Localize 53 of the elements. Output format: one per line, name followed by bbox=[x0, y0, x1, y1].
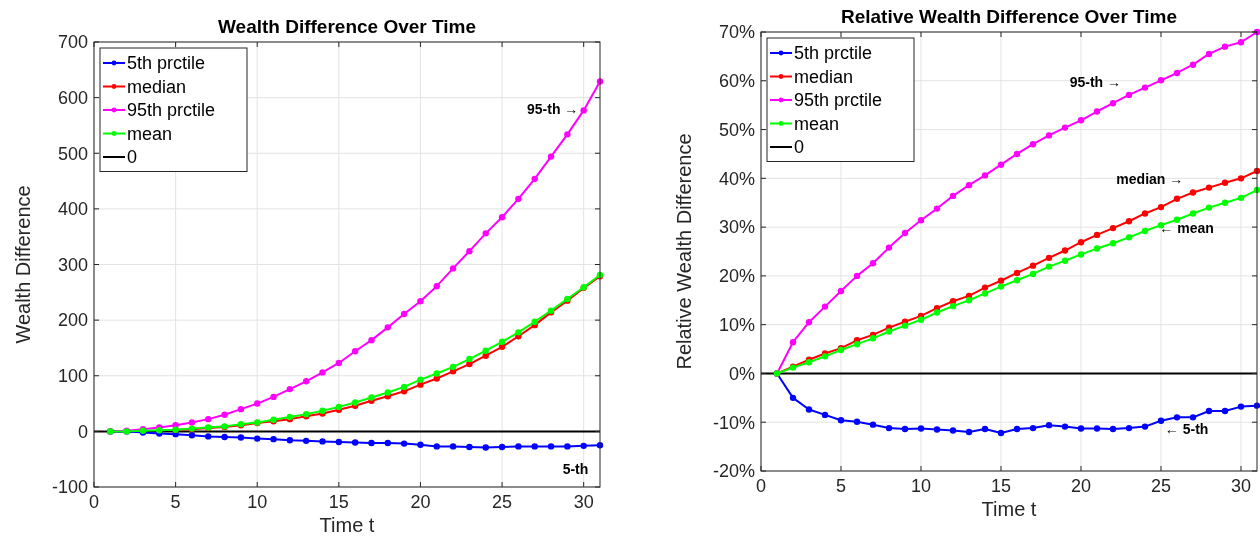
y-tick-label: -100 bbox=[51, 477, 88, 498]
y-tick-label: 700 bbox=[57, 32, 88, 53]
y-tick-label: 0% bbox=[728, 363, 755, 384]
x-axis-title: Time t bbox=[319, 514, 375, 536]
y-tick-label: 400 bbox=[57, 199, 88, 220]
y-tick-label: 100 bbox=[57, 366, 88, 387]
x-tick-label: 20 bbox=[410, 492, 431, 512]
y-tick-label: 200 bbox=[57, 310, 88, 331]
x-tick-label: 10 bbox=[247, 492, 268, 512]
x-tick-label: 15 bbox=[328, 492, 349, 512]
y-tick-label: 600 bbox=[57, 87, 88, 108]
annotation: 95-th → bbox=[526, 100, 579, 117]
legend-label: mean bbox=[127, 123, 173, 144]
legend-label: 0 bbox=[794, 137, 805, 158]
legend-label: 0 bbox=[127, 147, 138, 168]
legend-label: median bbox=[794, 66, 854, 87]
y-tick-label: 40% bbox=[718, 168, 755, 189]
y-tick-label: 10% bbox=[718, 314, 755, 335]
legend-label: median bbox=[127, 76, 187, 97]
x-tick-label: 25 bbox=[1150, 476, 1172, 496]
legend-label: mean bbox=[794, 113, 840, 134]
x-tick-label: 30 bbox=[573, 492, 594, 512]
y-tick-label: 20% bbox=[718, 266, 755, 287]
annotation: ← mean bbox=[1159, 220, 1214, 237]
x-tick-label: 5 bbox=[170, 492, 181, 512]
legend-label: 95th prctile bbox=[127, 100, 216, 121]
annotation: median → bbox=[1116, 170, 1184, 187]
y-tick-label: 30% bbox=[718, 217, 755, 238]
y-tick-label: 500 bbox=[57, 143, 88, 164]
annotation: 5-th bbox=[562, 461, 589, 478]
x-tick-label: 5 bbox=[835, 476, 847, 496]
chart-title: Wealth Difference Over Time bbox=[217, 16, 477, 37]
legend-label: 95th prctile bbox=[794, 90, 883, 111]
x-tick-label: 30 bbox=[1230, 476, 1252, 496]
annotation: 95-th → bbox=[1069, 73, 1122, 90]
legend-label: 5th prctile bbox=[794, 43, 873, 64]
y-tick-label: -10% bbox=[712, 412, 755, 433]
annotation: ← 5-th bbox=[1164, 420, 1209, 437]
legend-label: 5th prctile bbox=[127, 53, 206, 74]
y-tick-label: 0 bbox=[77, 421, 88, 442]
x-tick-label: 20 bbox=[1070, 476, 1092, 496]
y-tick-label: 50% bbox=[718, 119, 755, 140]
y-tick-label: 70% bbox=[718, 22, 755, 43]
y-tick-label: 60% bbox=[718, 71, 755, 92]
x-tick-label: 25 bbox=[492, 492, 513, 512]
y-tick-label: 300 bbox=[57, 254, 88, 275]
x-tick-label: 15 bbox=[990, 476, 1012, 496]
y-axis-title: Wealth Difference bbox=[12, 185, 34, 344]
x-axis-title: Time t bbox=[981, 498, 1037, 520]
chart-title: Relative Wealth Difference Over Time bbox=[840, 6, 1178, 27]
x-tick-label: 10 bbox=[910, 476, 932, 496]
y-axis-title: Relative Wealth Difference bbox=[673, 133, 695, 370]
y-tick-label: -20% bbox=[712, 461, 755, 482]
